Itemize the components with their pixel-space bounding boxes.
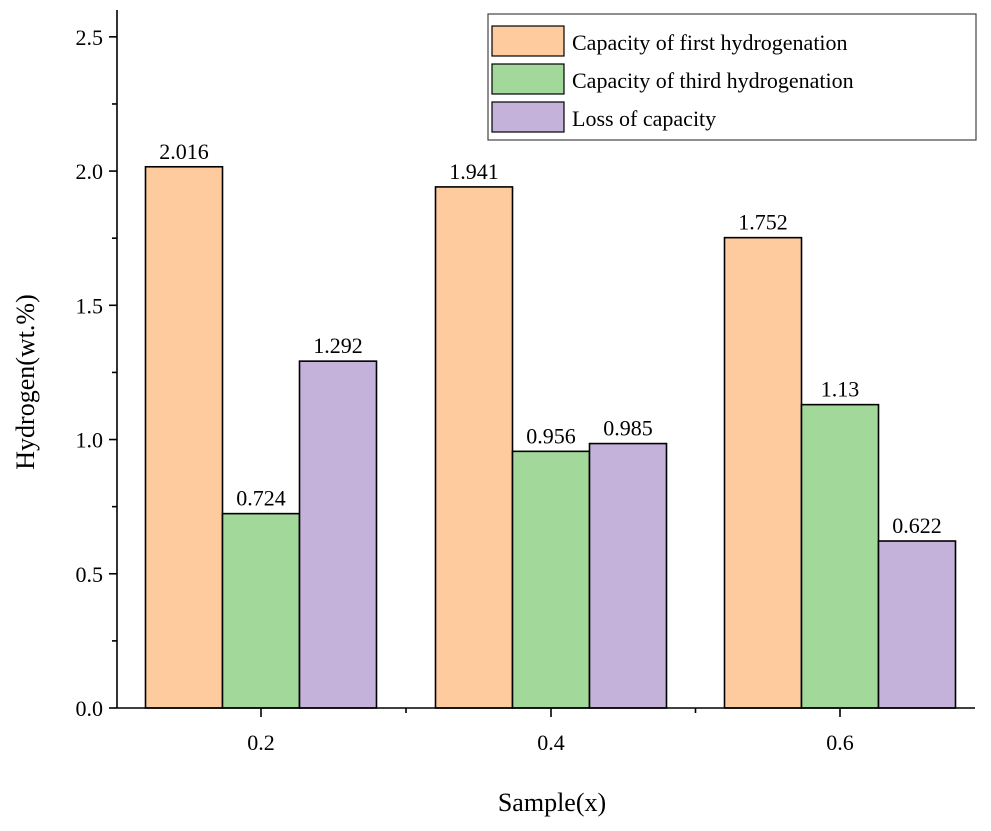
bar-series-3-0.2 xyxy=(298,360,378,709)
data-label-series-2-0.6: 1.13 xyxy=(821,377,860,402)
legend-swatch-1 xyxy=(491,25,565,57)
data-label-series-1-0.2: 2.016 xyxy=(159,139,209,164)
bar-series-1-0.6 xyxy=(723,236,803,709)
y-axis-title: Hydrogen(wt.%) xyxy=(11,294,40,469)
bar-series-3-0.6 xyxy=(877,540,957,709)
bar-series-1-0.2 xyxy=(144,165,224,709)
y-tick-label-1.0: 1.0 xyxy=(76,428,104,453)
bar-series-2-0.6 xyxy=(800,403,880,709)
data-label-series-2-0.2: 0.724 xyxy=(236,486,286,511)
y-tick-label-0.0: 0.0 xyxy=(76,696,104,721)
axes-layer: 0.0 0.5 1.0 1.5 2.0 2.5 0.2 0.4 0.6 xyxy=(76,10,975,755)
bars-layer xyxy=(144,165,957,709)
x-tick-label-0.2: 0.2 xyxy=(247,730,275,755)
bar-series-2-0.2 xyxy=(221,512,301,709)
bar-series-1-0.4 xyxy=(434,186,514,709)
data-label-series-3-0.2: 1.292 xyxy=(313,333,363,358)
y-tick-label-0.5: 0.5 xyxy=(76,562,104,587)
data-labels-layer: 2.016 1.941 1.752 0.724 0.956 1.13 1.292 0.985 0… xyxy=(159,139,942,538)
data-label-series-3-0.6: 0.622 xyxy=(892,513,942,538)
data-label-series-1-0.6: 1.752 xyxy=(738,210,788,235)
x-tick-label-0.6: 0.6 xyxy=(826,730,854,755)
data-label-series-2-0.4: 0.956 xyxy=(526,423,576,448)
bar-series-2-0.4 xyxy=(511,450,591,709)
data-label-series-1-0.4: 1.941 xyxy=(449,159,499,184)
legend-label-3: Loss of capacity xyxy=(572,106,716,131)
legend-label-2: Capacity of third hydrogenation xyxy=(572,68,854,93)
y-tick-label-1.5: 1.5 xyxy=(76,293,104,318)
x-tick-label-0.4: 0.4 xyxy=(537,730,565,755)
y-tick-label-2.5: 2.5 xyxy=(76,25,104,50)
legend-box xyxy=(487,13,977,141)
legend: Capacity of first hydrogenation Capacity … xyxy=(487,13,977,141)
y-tick-label-2.0: 2.0 xyxy=(76,159,104,184)
x-axis-title: Sample(x) xyxy=(498,788,606,817)
legend-swatch-3 xyxy=(491,101,565,133)
data-label-series-3-0.4: 0.985 xyxy=(603,416,653,441)
legend-swatch-2 xyxy=(491,63,565,95)
legend-label-1: Capacity of first hydrogenation xyxy=(572,30,848,55)
bar-series-3-0.4 xyxy=(588,442,668,709)
